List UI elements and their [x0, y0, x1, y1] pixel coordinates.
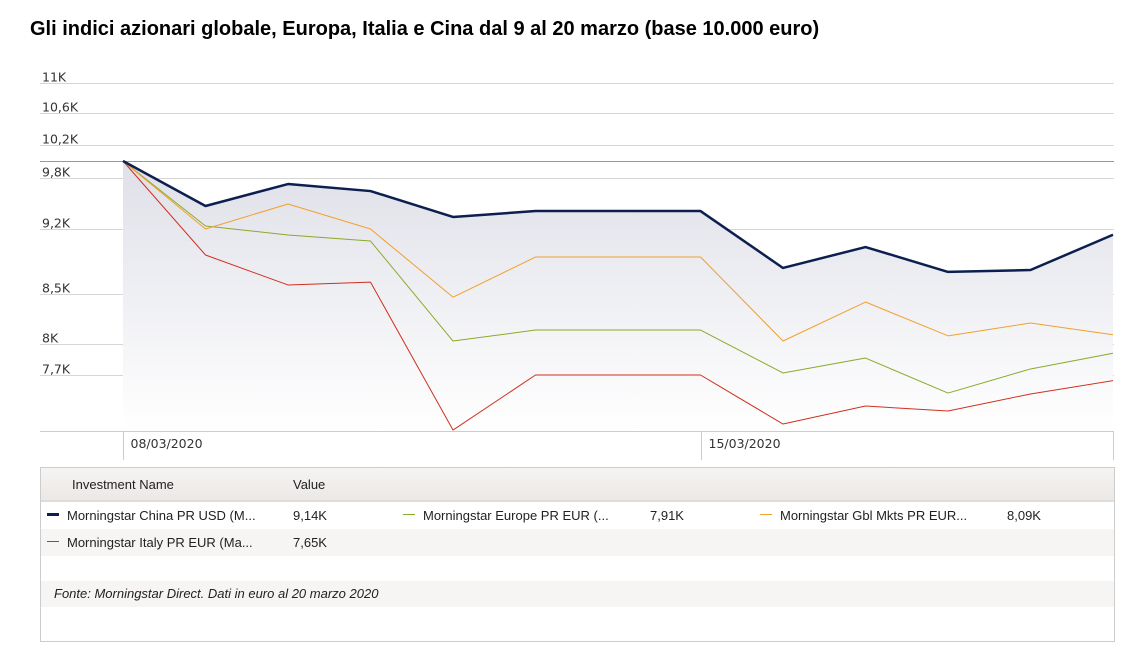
y-tick-label: 9,8K	[42, 165, 71, 180]
legend-swatch	[403, 514, 415, 516]
column-header-name: Investment Name	[72, 477, 174, 492]
legend-value: 8,09K	[1007, 508, 1041, 523]
legend-item-italy[interactable]: Morningstar Italy PR EUR (Ma...	[47, 535, 253, 550]
chart-title: Gli indici azionari globale, Europa, Ita…	[30, 18, 820, 40]
x-axis: 08/03/2020 15/03/2020	[40, 431, 1114, 460]
y-axis: 11K 10,6K 10,2K 9,8K 9,2K 8,5K 8K 7,7K	[42, 70, 79, 377]
y-tick-label: 8K	[42, 331, 59, 346]
series-line-3	[122, 160, 1114, 431]
column-header-value: Value	[293, 477, 326, 492]
legend-value: 7,91K	[650, 508, 684, 523]
legend-table: Investment Name Value Morningstar China …	[40, 467, 1115, 642]
area-fill	[123, 161, 1113, 431]
x-tick-label: 15/03/2020	[709, 436, 781, 451]
y-tick-label: 7,7K	[42, 362, 71, 377]
series-line-1	[122, 160, 1114, 394]
y-tick-label: 10,6K	[42, 100, 79, 115]
legend-label: Morningstar Italy PR EUR (Ma...	[67, 535, 253, 550]
source-note: Fonte: Morningstar Direct. Dati in euro …	[41, 581, 1114, 607]
x-tick-label: 08/03/2020	[131, 436, 203, 451]
y-tick-label: 9,2K	[42, 216, 71, 231]
legend-item-global[interactable]: Morningstar Gbl Mkts PR EUR...	[760, 508, 967, 523]
legend-value: 7,65K	[293, 535, 327, 550]
legend-label: Morningstar China PR USD (M...	[67, 508, 256, 523]
y-tick-label: 8,5K	[42, 281, 71, 296]
legend-value: 9,14K	[293, 508, 327, 523]
legend-row: Morningstar Italy PR EUR (Ma... 7,65K	[41, 529, 1114, 556]
legend-label: Morningstar Gbl Mkts PR EUR...	[780, 508, 968, 523]
legend-header: Investment Name Value	[41, 468, 1114, 502]
legend-item-europe[interactable]: Morningstar Europe PR EUR (...	[403, 508, 609, 523]
legend-swatch	[760, 514, 772, 516]
y-tick-label: 10,2K	[42, 132, 79, 147]
legend-swatch	[47, 513, 59, 517]
series-lines	[122, 159, 1114, 431]
legend-label: Morningstar Europe PR EUR (...	[423, 508, 609, 523]
y-tick-label: 11K	[42, 70, 67, 85]
series-line-2	[122, 160, 1114, 342]
source-text: Fonte: Morningstar Direct. Dati in euro …	[54, 586, 379, 601]
legend-swatch	[47, 541, 59, 543]
line-chart: 11K 10,6K 10,2K 9,8K 9,2K 8,5K 8K 7,7K 08/03/20…	[40, 70, 1114, 460]
series-line-0	[122, 159, 1114, 274]
area-fill-china	[123, 161, 1113, 431]
legend-row: Morningstar China PR USD (M... 9,14K Mor…	[41, 502, 1114, 529]
legend-item-china[interactable]: Morningstar China PR USD (M...	[47, 508, 256, 523]
